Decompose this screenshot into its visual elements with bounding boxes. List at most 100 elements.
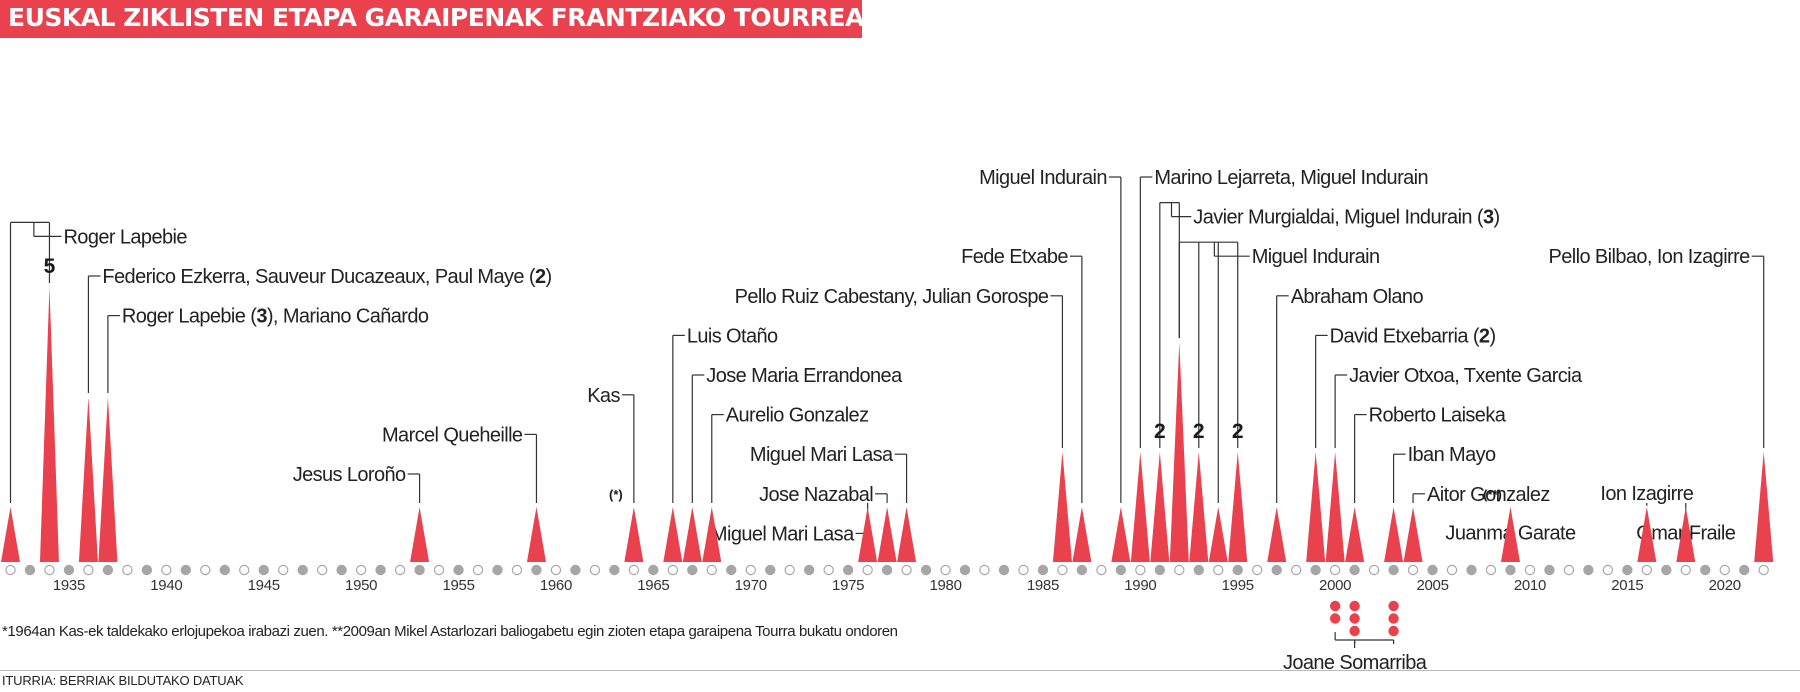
year-dot <box>1524 564 1536 576</box>
women-bracket <box>1334 632 1395 648</box>
tick-label: 1955 <box>442 577 474 594</box>
win-label: Fede Etxabe <box>961 246 1083 503</box>
year-dot <box>1758 564 1769 576</box>
year-dot <box>745 564 756 576</box>
rider-name: Luis Otaño <box>687 325 778 347</box>
tick-label: 1940 <box>150 577 182 594</box>
win-bar <box>1169 342 1189 562</box>
year-dot <box>492 564 503 576</box>
win-bar <box>39 287 59 562</box>
year-dot <box>83 564 94 576</box>
year-dot <box>1329 564 1341 576</box>
tick-label: 1935 <box>53 577 85 594</box>
year-dot <box>453 564 464 576</box>
year-dot <box>161 564 172 576</box>
bar-footnote-mark: (*) <box>609 487 623 502</box>
year-dot <box>959 564 971 576</box>
year-dot <box>1563 564 1575 576</box>
year-dot <box>1368 564 1380 576</box>
win-bar <box>1208 507 1228 562</box>
women-win-dot <box>1349 625 1360 637</box>
year-dot <box>1232 564 1243 576</box>
year-dot <box>1076 564 1088 576</box>
year-dot <box>102 564 114 576</box>
year-dot <box>5 564 16 576</box>
win-bar <box>1637 507 1657 562</box>
bar-value-label: 5 <box>44 255 56 278</box>
year-dot <box>394 564 406 576</box>
win-bar <box>624 507 644 562</box>
win-bar <box>1150 452 1170 562</box>
year-dot <box>1018 564 1029 576</box>
win-bar <box>1345 507 1365 562</box>
year-dot <box>706 564 717 576</box>
win-bar <box>410 507 430 562</box>
tick-label: 2000 <box>1319 577 1351 594</box>
year-dot <box>940 564 951 576</box>
year-dot <box>1388 564 1399 576</box>
year-dot <box>570 564 581 576</box>
win-label: Marino Lejarreta, Miguel Indurain <box>1139 167 1429 448</box>
year-dot <box>1641 564 1653 576</box>
year-dot <box>589 564 601 576</box>
rider-name: Marcel Queheille <box>382 424 523 446</box>
chart-title: EUSKAL ZIKLISTEN ETAPA GARAIPENAK FRANTZ… <box>8 3 885 32</box>
women-win-dot <box>1388 600 1399 612</box>
rider-name: Abraham Olano <box>1291 286 1424 308</box>
tick-label: 1980 <box>929 577 961 594</box>
year-dot <box>141 564 153 576</box>
year-dot <box>1622 564 1633 576</box>
year-dot <box>1505 564 1516 576</box>
divider <box>0 670 1800 671</box>
win-bar <box>98 397 118 562</box>
year-dot <box>1057 564 1068 576</box>
year-dot <box>531 564 542 576</box>
tick-label: 2005 <box>1416 577 1448 594</box>
year-dot <box>472 564 484 576</box>
win-label: Javier Otxoa, Txente Garcia <box>1334 365 1584 448</box>
year-dot <box>1037 564 1049 576</box>
women-win-dot <box>1329 600 1341 612</box>
year-dot <box>219 564 230 576</box>
win-label: Roger Lapebie (3), Mariano Cañardo <box>107 306 429 393</box>
year-dot <box>862 564 873 576</box>
win-bar <box>526 507 546 562</box>
win-label: Miguel Indurain <box>1178 241 1380 503</box>
year-dot <box>278 564 289 576</box>
tick-label: 1975 <box>832 577 864 594</box>
year-dot <box>823 564 834 576</box>
year-dot <box>122 564 133 576</box>
year-dot <box>1583 564 1594 576</box>
win-bar <box>1384 507 1404 562</box>
year-dot <box>1290 564 1302 576</box>
win-bar <box>1754 452 1774 562</box>
win-bar <box>897 507 917 562</box>
year-dot <box>1485 564 1497 576</box>
year-dot <box>297 564 308 576</box>
year-dot <box>258 564 269 576</box>
win-bar <box>877 507 897 562</box>
women-win-dot <box>1388 625 1399 637</box>
tick-label: 1950 <box>345 577 377 594</box>
women-win-dot <box>1349 600 1360 612</box>
win-bar <box>702 507 722 562</box>
win-label: Jose Nazabal <box>759 484 888 506</box>
win-label: Pello Ruiz Cabestany, Julian Gorospe <box>735 286 1064 448</box>
footnote: *1964an Kas-ek taldekako erlojupekoa ira… <box>2 623 898 640</box>
bar-footnote-mark: (**) <box>1483 487 1502 502</box>
year-dot <box>1349 564 1360 576</box>
win-label: Miguel Mari Lasa <box>750 444 908 503</box>
rider-name: Jose Nazabal <box>759 484 873 506</box>
women-rider-name: Joane Somarriba <box>1283 652 1428 674</box>
win-bar <box>78 397 98 562</box>
win-label: Jose Maria Errandonea <box>691 365 904 503</box>
year-dot <box>433 564 445 576</box>
year-dot <box>628 564 640 576</box>
win-label: Federico Ezkerra, Sauveur Ducazeaux, Pau… <box>87 266 552 393</box>
year-dot <box>1154 564 1166 576</box>
win-label: Marcel Queheille <box>382 424 538 503</box>
tick-label: 1985 <box>1027 577 1059 594</box>
year-dot <box>1446 564 1458 576</box>
year-dot <box>648 564 659 576</box>
year-dot <box>609 564 620 576</box>
